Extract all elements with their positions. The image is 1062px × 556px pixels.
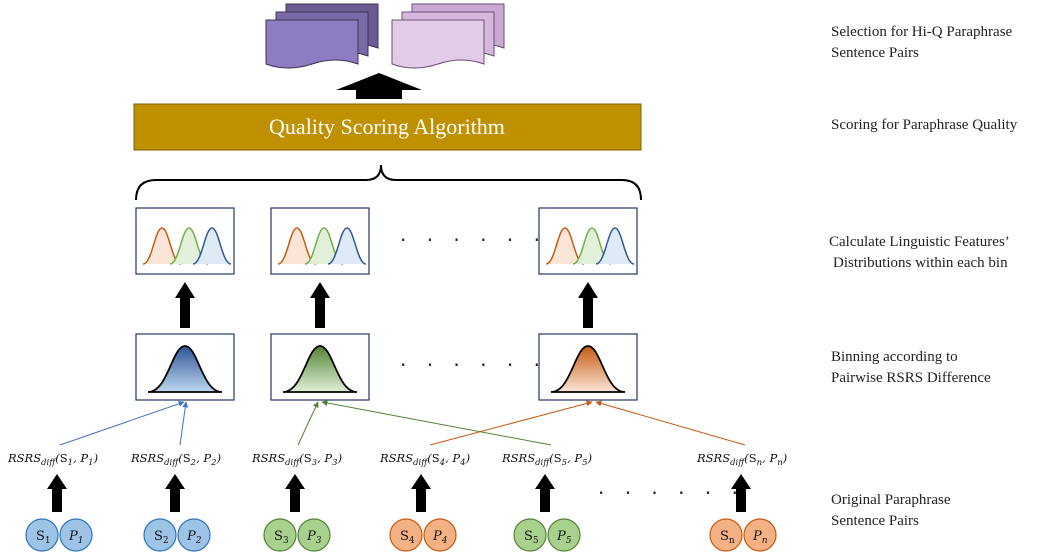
svg-text:P1: P1 [68, 529, 83, 546]
pair-to-rsrs-arrows [47, 474, 751, 512]
svg-text:S5: S5 [524, 529, 539, 546]
pairs-ellipsis: · · · · · · [598, 481, 745, 505]
svg-text:S1: S1 [36, 529, 51, 546]
stage-distributions-label: Calculate Linguistic Features’ Distribut… [829, 234, 1012, 271]
pair-1: S1 P1 [25, 518, 93, 552]
stage-scoring-label: Scoring for Paraphrase Quality [831, 117, 1018, 133]
feature-distribution-box-2 [270, 207, 370, 275]
pair-5: S5 P5 [513, 518, 581, 552]
bin-assignment-arrows [59, 400, 746, 446]
svg-text:P2: P2 [186, 529, 202, 546]
arrow-pair5-to-bin2 [321, 400, 552, 446]
pair-3: S3 P3 [263, 518, 331, 552]
bin-box-n [538, 333, 638, 401]
quality-scoring-algorithm-box [133, 103, 642, 151]
svg-text:S2: S2 [154, 529, 169, 546]
svg-text:P5: P5 [556, 529, 572, 546]
bin-box-2 [270, 333, 370, 401]
grouping-brace [135, 164, 642, 201]
rsrs-label-5: RSRSdiff(S5, P5) [501, 451, 592, 468]
selected-documents-right-icon [391, 3, 505, 69]
pair-4: S4 P4 [389, 518, 457, 552]
svg-text:P3: P3 [306, 529, 322, 546]
selected-documents-left-icon [265, 3, 379, 69]
rsrs-label-3: RSRSdiff(S3, P3) [251, 451, 342, 468]
stage-original-label: Original Paraphrase Sentence Pairs [831, 492, 954, 529]
features-ellipsis: · · · · · · [400, 228, 547, 252]
bins-ellipsis: · · · · · · [400, 353, 547, 377]
stage-binning-label: Binning according to Pairwise RSRS Diffe… [831, 349, 991, 386]
svg-text:Pn: Pn [752, 529, 768, 546]
pair-2: S2 P2 [143, 518, 211, 552]
svg-text:P4: P4 [432, 529, 448, 546]
pair-n: Sn Pn [709, 518, 777, 552]
feature-distribution-box-1 [135, 207, 235, 275]
bin-box-1 [135, 333, 235, 401]
arrow-pair2-to-bin1 [179, 401, 189, 446]
rsrs-label-1: RSRSdiff(S1, P1) [7, 451, 98, 468]
rsrs-label-2: RSRSdiff(S2, P2) [130, 451, 221, 468]
arrow-pair1-to-bin1 [59, 400, 185, 446]
arrow-pair4-to-binn [429, 400, 593, 446]
stage-selection-label: Selection for Hi-Q Paraphrase Sentence P… [831, 24, 1016, 61]
arrow-pair3-to-bin2 [297, 401, 319, 446]
svg-text:S4: S4 [400, 529, 415, 546]
bin-to-feature-arrows [175, 282, 598, 328]
rsrs-label-n: RSRSdiff(Sn, Pn) [696, 451, 787, 468]
feature-distribution-box-n [538, 207, 638, 275]
svg-text:S3: S3 [274, 529, 289, 546]
rsrs-label-4: RSRSdiff(S4, P4) [379, 451, 470, 468]
quality-scoring-algorithm-label: Quality Scoring Algorithm [269, 114, 505, 139]
svg-text:Sn: Sn [720, 529, 735, 546]
arrow-pairn-to-binn [595, 400, 746, 446]
selection-up-arrow [336, 73, 422, 99]
